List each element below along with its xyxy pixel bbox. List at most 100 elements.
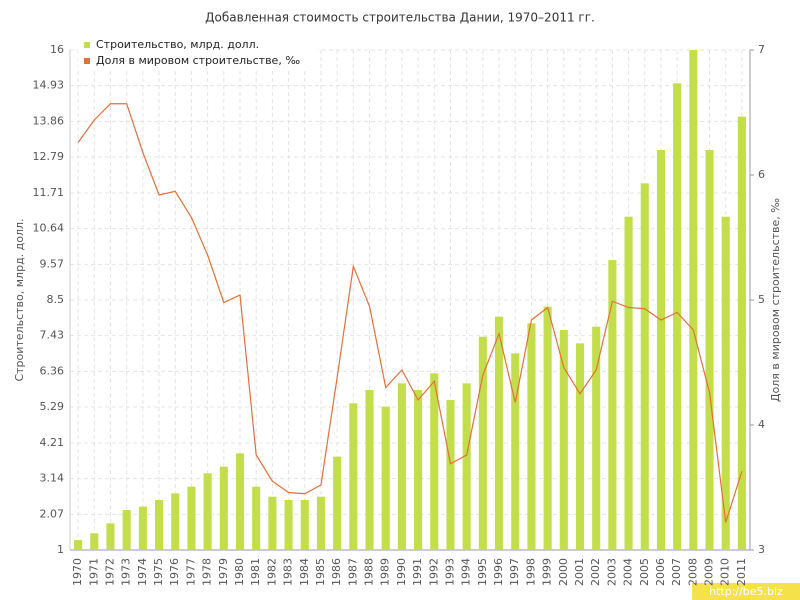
x-tick-label: 2011 <box>735 558 748 586</box>
x-tick-label: 2003 <box>605 558 618 586</box>
x-tick-label: 1989 <box>379 558 392 586</box>
x-tick-label: 1999 <box>541 558 554 586</box>
x-tick-label: 1982 <box>265 558 278 586</box>
y-tick-label: 7.43 <box>40 329 65 342</box>
x-tick-label: 1986 <box>330 558 343 586</box>
y-tick-label: 5.29 <box>40 400 65 413</box>
bar <box>300 500 309 550</box>
y-axis-title: Строительство, млрд. долл. <box>13 218 26 381</box>
bar <box>737 116 746 551</box>
x-tick-label: 1979 <box>217 558 230 586</box>
y-tick-label: 12.79 <box>33 150 65 163</box>
y-tick-label: 13.86 <box>33 114 65 127</box>
bar <box>543 306 552 550</box>
bar <box>187 486 196 550</box>
x-tick-label: 1987 <box>346 558 359 586</box>
bar <box>90 533 99 550</box>
bar <box>462 383 471 550</box>
x-tick-label: 2001 <box>573 558 586 586</box>
bar <box>624 216 633 550</box>
y-tick-label: 11.71 <box>33 186 65 199</box>
x-tick-label: 2010 <box>719 558 732 586</box>
bar <box>252 486 261 550</box>
bar <box>640 183 649 551</box>
bar <box>268 496 277 550</box>
x-tick-label: 2002 <box>589 558 602 586</box>
x-tick-label: 1990 <box>395 558 408 586</box>
x-tick-label: 1992 <box>427 558 440 586</box>
bar <box>397 383 406 550</box>
x-tick-label: 1973 <box>120 558 133 586</box>
bar <box>381 406 390 550</box>
bar <box>414 390 423 550</box>
bar <box>122 510 131 550</box>
y-tick-label: 6.36 <box>40 364 65 377</box>
bar <box>106 523 115 550</box>
x-tick-label: 1985 <box>314 558 327 586</box>
bar <box>559 330 568 550</box>
legend-swatch <box>84 58 90 64</box>
x-tick-label: 2005 <box>638 558 651 586</box>
y-tick-label: 10.64 <box>33 222 65 235</box>
watermark: http://be5.biz <box>709 585 783 598</box>
bar <box>430 373 439 550</box>
bar <box>511 353 520 550</box>
bar <box>689 50 698 550</box>
bar <box>316 496 325 550</box>
legend-swatch <box>84 42 90 48</box>
bar <box>171 493 180 550</box>
chart-title: Добавленная стоимость строительства Дани… <box>205 11 595 25</box>
bar <box>155 500 164 550</box>
bar <box>74 540 83 550</box>
bar <box>592 326 601 550</box>
x-tick-label: 2004 <box>622 558 635 586</box>
x-tick-label: 1995 <box>476 558 489 586</box>
y-tick-label: 3.14 <box>40 472 65 485</box>
line <box>77 103 743 523</box>
y-tick-label: 16 <box>50 43 64 56</box>
x-tick-label: 1971 <box>87 558 100 586</box>
x-tick-label: 1996 <box>492 558 505 586</box>
x-tick-label: 1984 <box>298 558 311 586</box>
bar <box>656 150 665 550</box>
x-tick-label: 2007 <box>670 558 683 586</box>
y-tick-label: 8.5 <box>47 293 65 306</box>
y2-axis-title: Доля в мировом строительстве, ‰ <box>769 198 782 402</box>
legend-label: Доля в мировом строительстве, ‰ <box>96 54 300 67</box>
y2-tick-label: 5 <box>758 293 765 306</box>
bar <box>365 390 374 550</box>
bar <box>203 473 212 550</box>
x-tick-label: 2009 <box>703 558 716 586</box>
bar <box>478 336 487 550</box>
bar <box>333 456 342 550</box>
y2-tick-label: 4 <box>758 418 765 431</box>
y2-tick-label: 7 <box>758 43 765 56</box>
y-tick-label: 4.21 <box>40 436 65 449</box>
y-tick-label: 14.93 <box>33 79 65 92</box>
x-tick-label: 1983 <box>282 558 295 586</box>
bar <box>446 400 455 550</box>
bar <box>575 343 585 550</box>
x-tick-label: 1978 <box>201 558 214 586</box>
bar <box>284 500 293 550</box>
y2-tick-label: 6 <box>758 168 765 181</box>
x-tick-label: 1974 <box>136 558 149 586</box>
bar <box>138 506 147 550</box>
x-tick-label: 1980 <box>233 558 246 586</box>
x-tick-label: 1970 <box>71 558 84 586</box>
y-tick-label: 9.57 <box>40 257 65 270</box>
bar <box>495 316 504 550</box>
x-tick-label: 1991 <box>411 558 424 586</box>
bar <box>349 403 358 550</box>
bar <box>235 453 245 550</box>
bar <box>527 323 536 550</box>
bar <box>219 466 228 550</box>
x-tick-label: 2006 <box>654 558 667 586</box>
x-tick-label: 1975 <box>152 558 165 586</box>
y-tick-label: 1 <box>57 543 64 556</box>
bar <box>673 83 682 550</box>
bar <box>608 260 617 550</box>
x-tick-label: 2000 <box>557 558 570 586</box>
x-tick-label: 1994 <box>460 558 473 586</box>
